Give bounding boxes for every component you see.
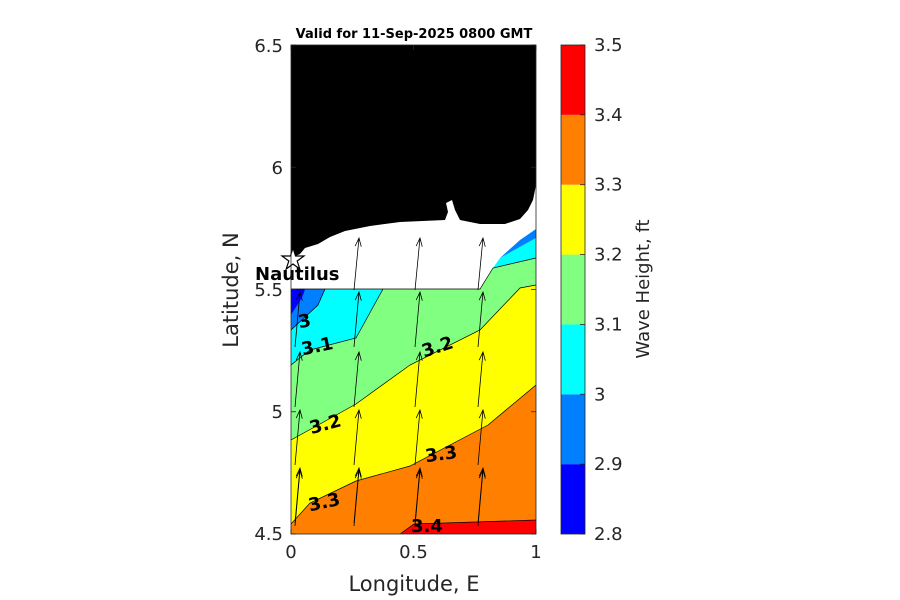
colorbar-frame [560, 44, 586, 535]
x-tick-label: 1 [530, 542, 541, 563]
y-tick-label: 5 [272, 402, 283, 423]
station-label: Nautilus [255, 264, 340, 285]
colorbar-swatch [561, 184, 585, 255]
colorbar-swatches [561, 45, 585, 534]
band-3.1-3.2 [291, 258, 536, 440]
direction-arrow [477, 290, 486, 348]
colorbar-label: Wave Height, ft [633, 219, 654, 358]
colorbar-tick-label: 3.2 [594, 245, 623, 266]
chart-title: Valid for 11-Sep-2025 0800 GMT [296, 27, 533, 42]
y-tick-label: 6 [272, 158, 283, 179]
colorbar-swatch [561, 114, 585, 185]
direction-arrow [414, 350, 423, 408]
colorbar-tick-label: 3.5 [594, 35, 623, 56]
x-axis-label: Longitude, E [348, 572, 479, 596]
direction-arrow [414, 236, 423, 291]
direction-arrow [353, 350, 362, 408]
contour-label: 3.4 [411, 516, 443, 537]
y-tick-label: 4.5 [254, 524, 283, 545]
direction-arrow [477, 468, 486, 527]
band-3.2-3.3 [291, 285, 536, 524]
contour-label: 3.3 [424, 442, 459, 467]
axis-ticks [290, 44, 537, 535]
y-tick-label: 6.5 [254, 36, 283, 57]
direction-arrow [294, 290, 303, 348]
station-marker: Nautilus [255, 246, 340, 285]
direction-arrow [353, 408, 362, 466]
star-icon [280, 246, 306, 271]
x-tick-label: 0.5 [399, 542, 428, 563]
direction-arrow [294, 408, 303, 466]
band-3.3-3.4 [291, 385, 536, 534]
direction-arrow [353, 236, 362, 291]
coastal-no-data-area [291, 185, 536, 290]
colorbar-swatch [561, 254, 585, 325]
colorbar-tick-label: 3.3 [594, 175, 623, 196]
direction-arrow [477, 236, 486, 291]
plot-area [291, 45, 536, 534]
contour-lines [291, 257, 536, 534]
direction-arrow [353, 468, 362, 527]
colorbar: 2.8 2.9 3 3.1 3.2 3.3 3.4 3.5 Wave Height, ft [560, 35, 654, 545]
colorbar-ticks: 2.8 2.9 3 3.1 3.2 3.3 3.4 3.5 [580, 35, 623, 545]
direction-arrow [294, 468, 303, 527]
colorbar-tick-label: 3.4 [594, 105, 623, 126]
y-tick-label: 5.5 [254, 280, 283, 301]
direction-arrow [477, 350, 486, 408]
colorbar-swatch [561, 45, 585, 115]
direction-arrow [414, 408, 423, 466]
y-axis-label: Latitude, N [219, 232, 243, 348]
colorbar-tick-label: 3 [594, 384, 605, 405]
x-tick-label: 0 [285, 542, 296, 563]
band-3.0-3.1 [291, 238, 536, 365]
colorbar-tick-label: 2.9 [594, 454, 623, 475]
band-2.8-2.9 [291, 289, 305, 315]
colorbar-swatch [561, 464, 585, 534]
colorbar-tick-label: 2.8 [594, 524, 623, 545]
direction-arrow [414, 290, 423, 348]
colorbar-swatch [561, 394, 585, 465]
direction-arrow [353, 290, 362, 348]
colorbar-tick-label: 3.1 [594, 314, 623, 335]
colorbar-swatch [561, 324, 585, 395]
direction-arrow [477, 408, 486, 466]
direction-arrow [414, 468, 423, 527]
wave-direction-arrows [294, 236, 486, 527]
contour-label: 3 [297, 310, 313, 333]
direction-arrow [294, 350, 303, 408]
